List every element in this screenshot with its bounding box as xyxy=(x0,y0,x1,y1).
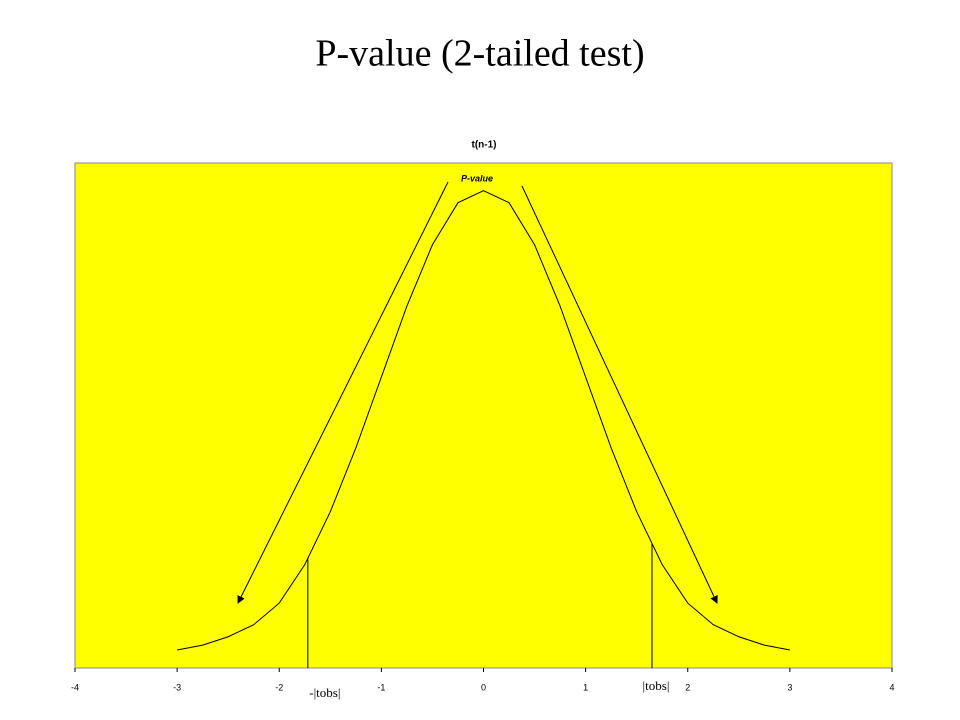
chart-title: t(n-1) xyxy=(472,140,497,151)
arrow xyxy=(521,185,718,604)
x-tick-label: -1 xyxy=(377,682,385,692)
x-tick-label: -4 xyxy=(71,682,79,692)
density-curve xyxy=(177,190,790,651)
x-tick-label: -2 xyxy=(275,682,283,692)
x-tick-label: 1 xyxy=(583,682,588,692)
x-tick-label: 2 xyxy=(685,682,690,692)
slide-title: P-value (2-tailed test) xyxy=(315,33,644,75)
plot-area xyxy=(74,162,893,669)
arrow xyxy=(237,181,449,604)
x-tick-label: 0 xyxy=(481,682,486,692)
x-tick-label: 4 xyxy=(889,682,894,692)
annotation: P-value xyxy=(461,173,493,183)
tobs-label: |tobs| xyxy=(643,678,670,693)
x-tick-label: 3 xyxy=(787,682,792,692)
x-tick-label: -3 xyxy=(173,682,181,692)
tobs-label: -|tobs| xyxy=(309,685,340,700)
